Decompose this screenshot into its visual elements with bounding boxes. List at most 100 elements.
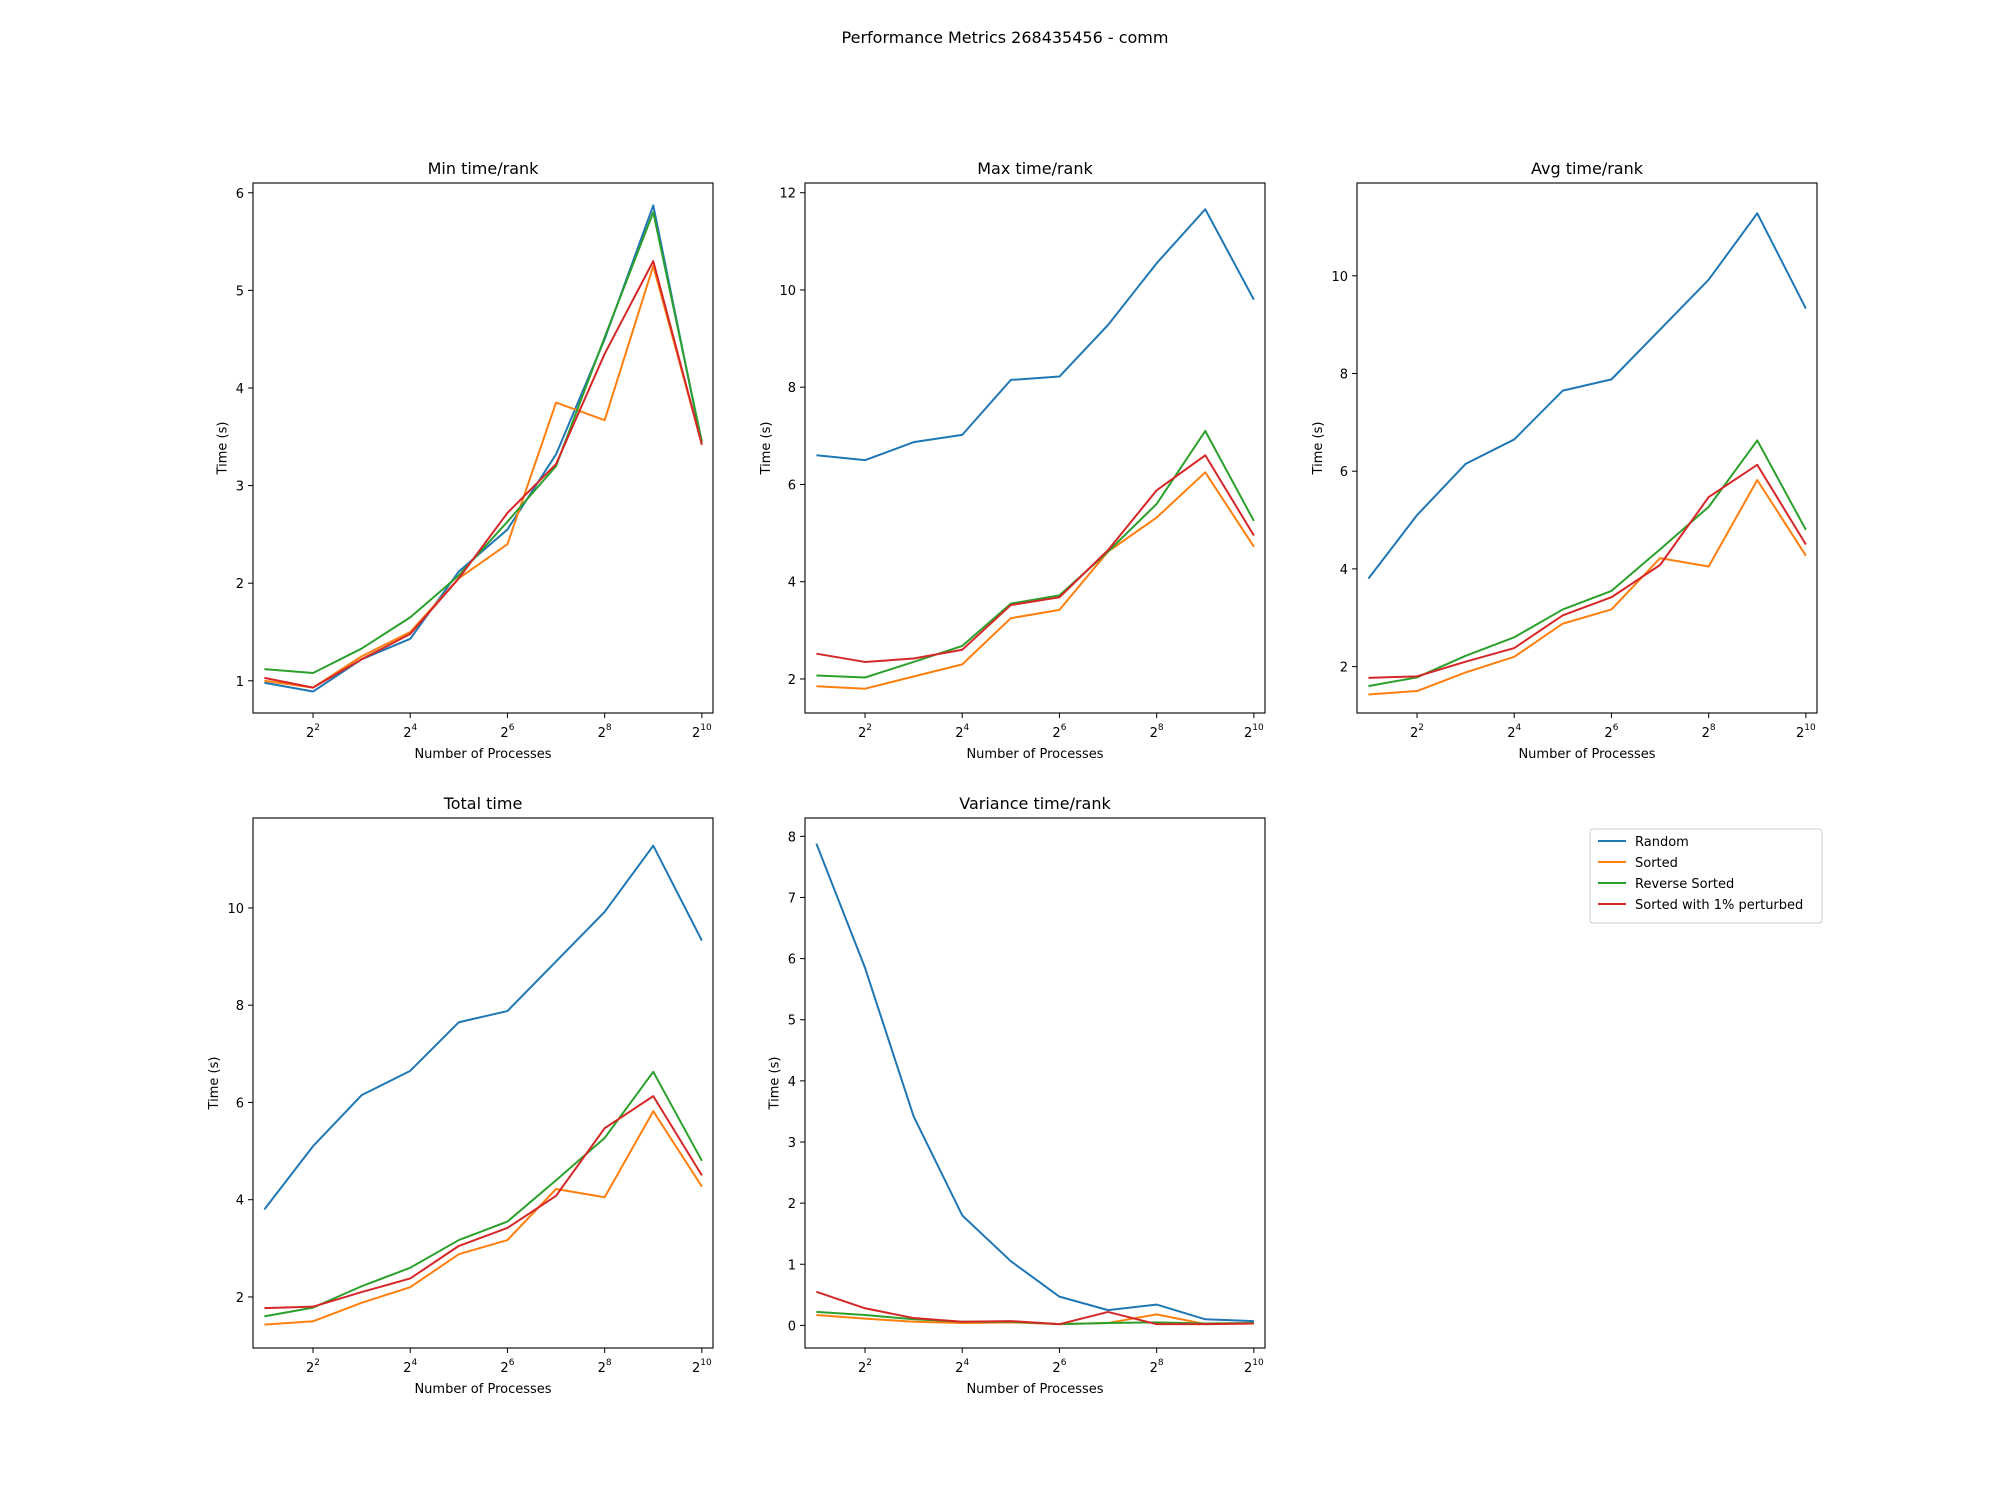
y-tick-label: 6 bbox=[236, 187, 244, 202]
panel-title: Avg time/rank bbox=[1531, 159, 1644, 178]
x-tick-label: 210 bbox=[1244, 1358, 1264, 1376]
series-line-random bbox=[815, 843, 1254, 1323]
series-line-sorted bbox=[816, 471, 1255, 690]
x-axis-label: Number of Processes bbox=[414, 1382, 551, 1397]
y-tick-label: 6 bbox=[1340, 465, 1348, 480]
y-tick-label: 5 bbox=[236, 284, 244, 299]
series-line-reverse-sorted bbox=[264, 211, 703, 674]
y-tick-label: 10 bbox=[227, 902, 244, 917]
series-line-sorted bbox=[264, 264, 703, 689]
legend-label: Random bbox=[1635, 835, 1689, 850]
y-axis-label: Time (s) bbox=[207, 1057, 222, 1111]
y-tick-label: 3 bbox=[788, 1136, 796, 1151]
series-line-reverse-sorted bbox=[816, 429, 1255, 679]
series-group bbox=[816, 208, 1255, 690]
y-axis-label: Time (s) bbox=[216, 422, 231, 476]
x-axis-label: Number of Processes bbox=[414, 747, 551, 762]
series-line-sorted bbox=[264, 1110, 703, 1326]
series-line-sorted-with-1pct-perturbed bbox=[1368, 463, 1807, 679]
x-tick-label: 26 bbox=[1052, 1358, 1066, 1376]
y-tick-label: 10 bbox=[1331, 270, 1348, 285]
x-tick-label: 22 bbox=[858, 1358, 872, 1376]
x-tick-label: 26 bbox=[500, 723, 514, 741]
x-tick-label: 22 bbox=[858, 723, 872, 741]
series-line-random bbox=[263, 844, 703, 1211]
x-tick-label: 24 bbox=[955, 1358, 969, 1376]
y-tick-label: 3 bbox=[236, 480, 244, 495]
plot-frame bbox=[804, 182, 1266, 714]
y-tick-label: 5 bbox=[788, 1014, 796, 1029]
legend-label: Sorted bbox=[1635, 856, 1678, 871]
x-tick-label: 210 bbox=[1244, 723, 1264, 741]
series-line-sorted-with-1pct-perturbed bbox=[264, 260, 703, 689]
y-tick-label: 0 bbox=[788, 1319, 796, 1334]
legend-frame bbox=[1589, 828, 1823, 924]
legend-entry-sorted-with-1pct-perturbed: Sorted with 1% perturbed bbox=[1598, 898, 1803, 913]
legend-label: Sorted with 1% perturbed bbox=[1635, 898, 1803, 913]
x-tick-label: 22 bbox=[306, 723, 320, 741]
y-axis-label: Time (s) bbox=[759, 422, 774, 476]
y-tick-label: 2 bbox=[788, 1197, 796, 1212]
y-tick-label: 7 bbox=[788, 891, 796, 906]
x-tick-label: 24 bbox=[1507, 723, 1521, 741]
y-tick-label: 8 bbox=[236, 999, 244, 1014]
series-line-reverse-sorted bbox=[1368, 439, 1807, 688]
legend-entry-sorted: Sorted bbox=[1598, 856, 1678, 871]
x-tick-label: 210 bbox=[692, 1358, 712, 1376]
y-tick-label: 1 bbox=[236, 675, 244, 690]
y-tick-label: 4 bbox=[236, 1194, 244, 1209]
y-tick-label: 12 bbox=[779, 187, 796, 202]
panel-title: Total time bbox=[443, 794, 523, 813]
y-tick-label: 4 bbox=[788, 576, 796, 591]
panel-variance-time-rank: 0 1 2 3 4 5 6 7 8 22 24 26 28 210 Variance time/rank Nu… bbox=[768, 794, 1266, 1397]
y-tick-label: 6 bbox=[788, 953, 796, 968]
y-tick-label: 4 bbox=[236, 382, 244, 397]
y-axis-label: Time (s) bbox=[768, 1057, 783, 1111]
y-tick-label: 6 bbox=[788, 478, 796, 493]
x-tick-label: 24 bbox=[403, 723, 417, 741]
x-tick-label: 28 bbox=[1702, 723, 1716, 741]
plot-frame bbox=[1356, 182, 1818, 714]
legend: Random Sorted Reverse Sorted Sorted with 1%… bbox=[1589, 828, 1823, 924]
y-axis-label: Time (s) bbox=[1311, 422, 1326, 476]
series-group bbox=[1367, 212, 1807, 696]
x-axis-label: Number of Processes bbox=[966, 747, 1103, 762]
y-tick-label: 8 bbox=[788, 830, 796, 845]
figure-title: Performance Metrics 268435456 - comm bbox=[842, 28, 1169, 47]
x-tick-label: 22 bbox=[306, 1358, 320, 1376]
y-tick-label: 4 bbox=[788, 1075, 796, 1090]
x-tick-label: 24 bbox=[403, 1358, 417, 1376]
series-line-sorted-with-1pct-perturbed bbox=[816, 454, 1255, 663]
y-tick-label: 4 bbox=[1340, 563, 1348, 578]
series-group bbox=[264, 204, 703, 693]
y-tick-label: 8 bbox=[788, 381, 796, 396]
panel-title: Max time/rank bbox=[977, 159, 1093, 178]
panel-min-time-rank: 1 2 3 4 5 6 22 24 26 28 210 Min time/rank Number of … bbox=[216, 159, 714, 762]
y-tick-label: 2 bbox=[788, 673, 796, 688]
series-line-random bbox=[1367, 212, 1807, 580]
x-tick-label: 28 bbox=[1150, 1358, 1164, 1376]
x-axis-label: Number of Processes bbox=[1518, 747, 1655, 762]
series-line-random bbox=[816, 208, 1255, 462]
y-tick-label: 1 bbox=[788, 1258, 796, 1273]
x-tick-label: 28 bbox=[598, 1358, 612, 1376]
x-tick-label: 210 bbox=[692, 723, 712, 741]
y-tick-label: 10 bbox=[779, 284, 796, 299]
legend-label: Reverse Sorted bbox=[1635, 877, 1734, 892]
legend-entry-reverse-sorted: Reverse Sorted bbox=[1598, 877, 1734, 892]
series-line-sorted-with-1pct-perturbed bbox=[816, 1290, 1254, 1326]
series-line-sorted-with-1pct-perturbed bbox=[264, 1095, 703, 1310]
x-axis-label: Number of Processes bbox=[966, 1382, 1103, 1397]
x-tick-label: 22 bbox=[1410, 723, 1424, 741]
y-tick-label: 2 bbox=[236, 1291, 244, 1306]
x-tick-label: 28 bbox=[598, 723, 612, 741]
series-line-sorted bbox=[1368, 479, 1807, 696]
series-group bbox=[815, 843, 1254, 1326]
panel-title: Variance time/rank bbox=[959, 794, 1111, 813]
panel-title: Min time/rank bbox=[428, 159, 540, 178]
